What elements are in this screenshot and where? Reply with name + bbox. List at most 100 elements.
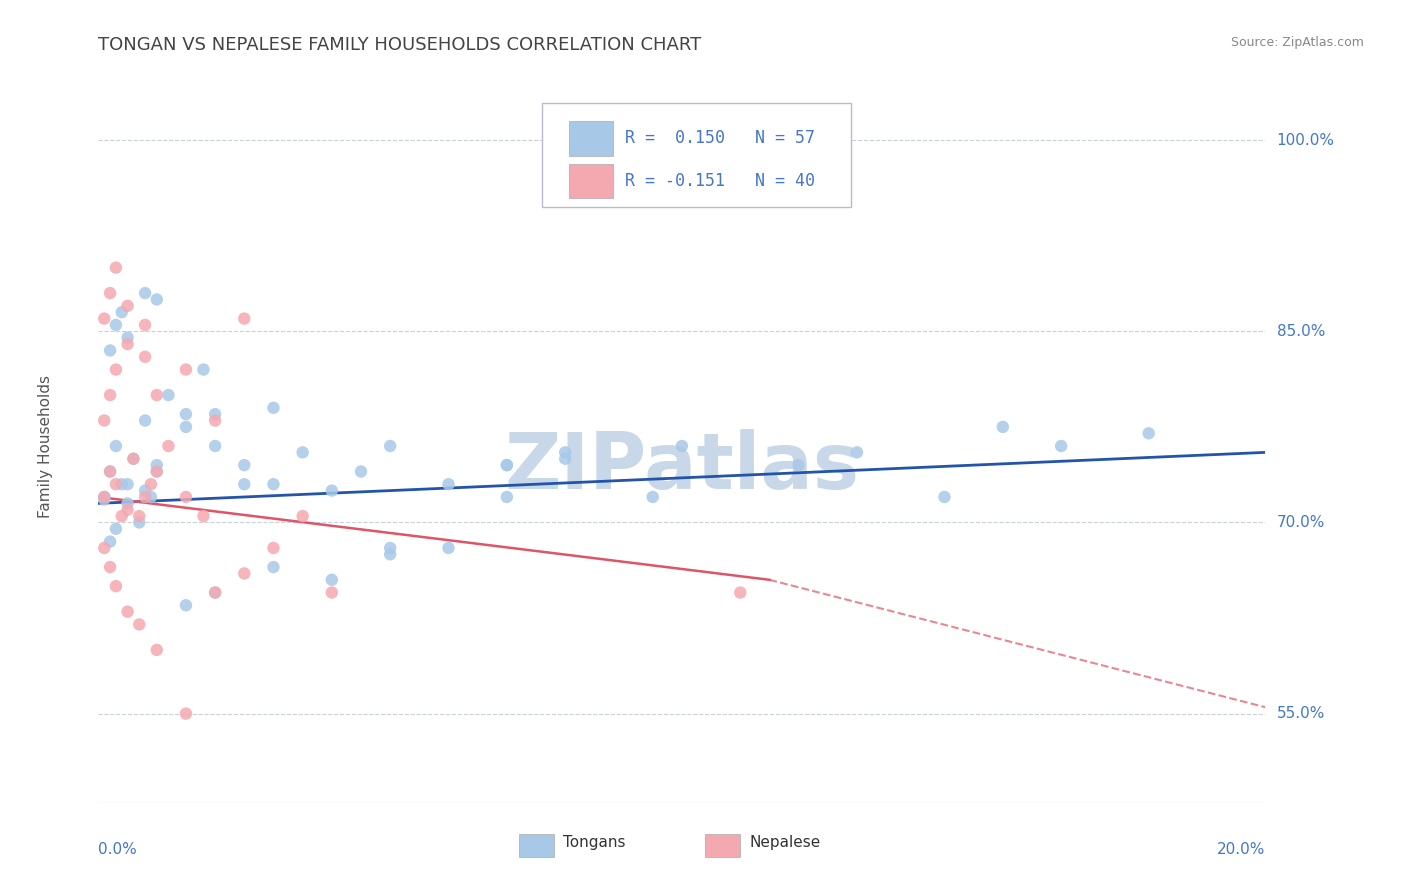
Text: 100.0%: 100.0% [1277, 133, 1334, 148]
Text: Family Households: Family Households [38, 375, 53, 517]
Point [134, 318, 156, 332]
Point [117, 299, 139, 313]
Point [117, 496, 139, 510]
Text: 0.0%: 0.0% [98, 842, 138, 857]
Point [496, 458, 519, 472]
Point [98, 286, 121, 301]
Point [117, 477, 139, 491]
Point [98, 465, 121, 479]
Point [146, 465, 169, 479]
Point [380, 547, 402, 561]
Point [104, 362, 127, 376]
Point [846, 445, 869, 459]
Point [139, 477, 162, 491]
Point [93, 490, 115, 504]
Point [671, 439, 693, 453]
Bar [568, 121, 613, 155]
Point [321, 483, 343, 498]
Point [204, 413, 226, 427]
Point [291, 445, 314, 459]
Point [204, 407, 226, 421]
Point [437, 477, 460, 491]
Text: Nepalese: Nepalese [749, 835, 821, 849]
Point [934, 490, 956, 504]
Point [321, 585, 343, 599]
Point [204, 585, 226, 599]
Text: Tongans: Tongans [562, 835, 626, 849]
Point [134, 483, 156, 498]
Text: R =  0.150   N = 57: R = 0.150 N = 57 [624, 129, 814, 147]
Text: 55.0%: 55.0% [1277, 706, 1324, 721]
Point [117, 502, 139, 516]
Point [117, 337, 139, 351]
Point [641, 490, 664, 504]
Point [117, 331, 139, 345]
Point [146, 643, 169, 657]
Point [128, 617, 150, 632]
Bar [519, 834, 554, 857]
Point [174, 706, 197, 721]
Text: ZIPatlas: ZIPatlas [505, 429, 859, 506]
Point [193, 509, 215, 524]
Point [233, 477, 256, 491]
Point [93, 541, 115, 555]
Point [146, 293, 169, 307]
Point [104, 260, 127, 275]
Point [146, 465, 169, 479]
Point [321, 573, 343, 587]
Point [174, 490, 197, 504]
Bar [568, 164, 613, 198]
Point [134, 413, 156, 427]
Point [174, 420, 197, 434]
Point [98, 560, 121, 574]
Point [122, 451, 145, 466]
Point [146, 458, 169, 472]
Point [98, 343, 121, 358]
Point [991, 420, 1014, 434]
Point [104, 579, 127, 593]
Text: R = -0.151   N = 40: R = -0.151 N = 40 [624, 172, 814, 190]
Point [134, 350, 156, 364]
Point [350, 465, 373, 479]
Point [174, 599, 197, 613]
Point [157, 388, 180, 402]
Point [262, 560, 284, 574]
Point [104, 439, 127, 453]
Point [111, 305, 134, 319]
Text: 85.0%: 85.0% [1277, 324, 1324, 339]
Point [117, 605, 139, 619]
Point [262, 477, 284, 491]
Point [157, 439, 180, 453]
Point [233, 458, 256, 472]
Point [554, 451, 576, 466]
Point [1050, 439, 1073, 453]
Point [174, 362, 197, 376]
Point [98, 388, 121, 402]
Point [93, 311, 115, 326]
Point [122, 451, 145, 466]
Point [134, 490, 156, 504]
Point [111, 509, 134, 524]
Point [262, 401, 284, 415]
Text: 70.0%: 70.0% [1277, 515, 1324, 530]
Point [98, 534, 121, 549]
Point [204, 585, 226, 599]
Point [554, 445, 576, 459]
Point [93, 413, 115, 427]
Point [93, 490, 115, 504]
Point [146, 388, 169, 402]
Point [128, 509, 150, 524]
Point [380, 439, 402, 453]
Point [496, 490, 519, 504]
Point [174, 407, 197, 421]
Text: TONGAN VS NEPALESE FAMILY HOUSEHOLDS CORRELATION CHART: TONGAN VS NEPALESE FAMILY HOUSEHOLDS COR… [98, 36, 702, 54]
Point [233, 566, 256, 581]
Point [139, 490, 162, 504]
Bar [706, 834, 741, 857]
Point [291, 509, 314, 524]
Point [233, 311, 256, 326]
Point [111, 477, 134, 491]
Point [380, 541, 402, 555]
Point [1137, 426, 1160, 441]
Point [134, 286, 156, 301]
